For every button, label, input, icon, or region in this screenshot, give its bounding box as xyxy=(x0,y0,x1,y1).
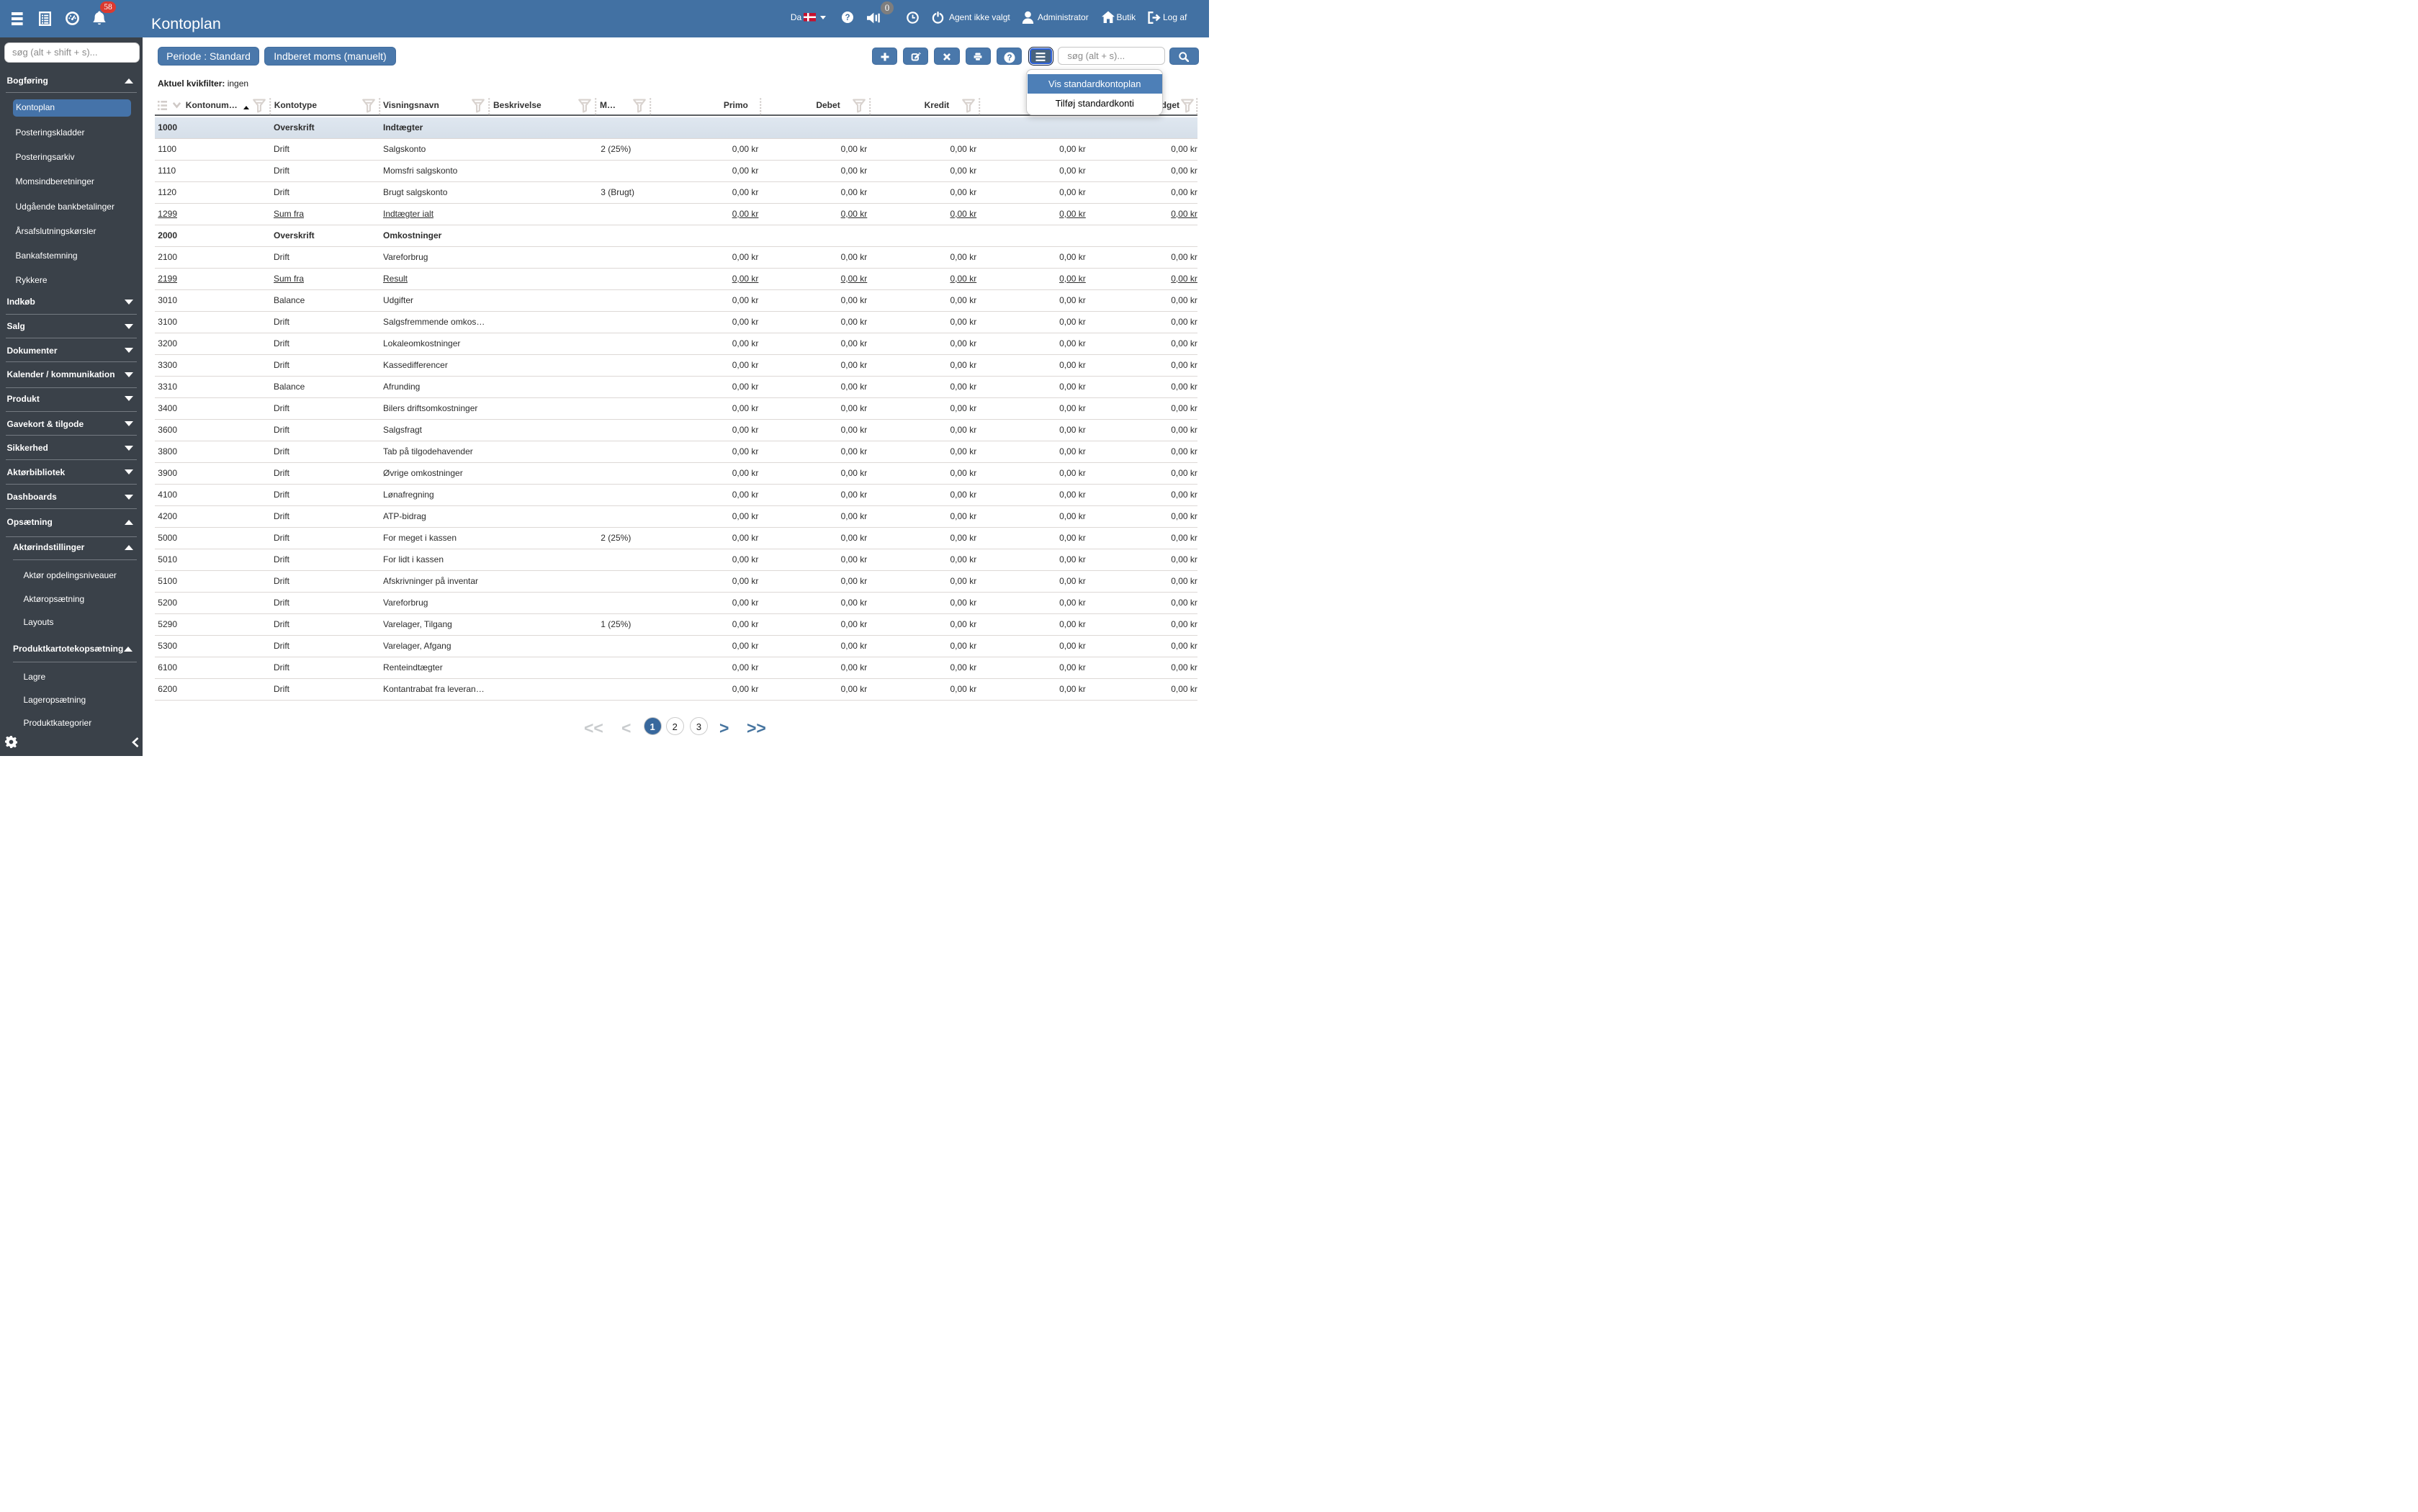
svg-text:?: ? xyxy=(845,14,850,22)
svg-text:?: ? xyxy=(1007,54,1012,63)
